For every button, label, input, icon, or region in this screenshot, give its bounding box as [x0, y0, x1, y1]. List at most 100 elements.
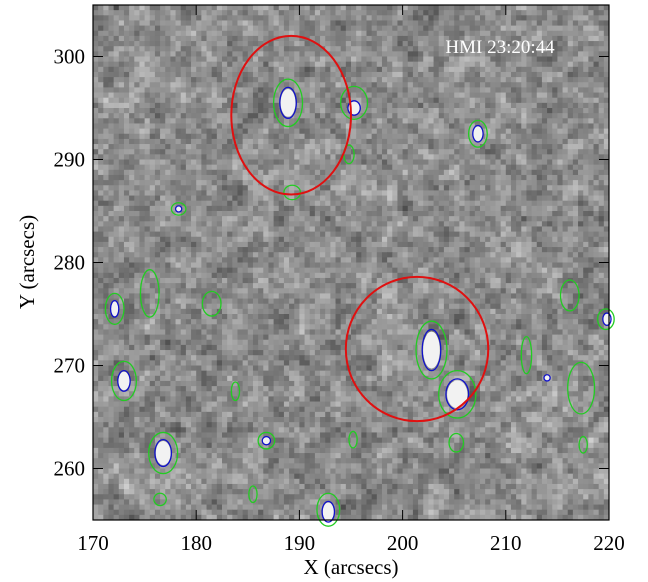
image-pixel	[557, 257, 563, 263]
image-pixel	[268, 231, 274, 238]
image-pixel	[216, 174, 223, 181]
image-pixel	[93, 51, 99, 57]
image-pixel	[191, 164, 197, 171]
image-pixel	[526, 51, 532, 57]
image-pixel	[175, 41, 182, 47]
image-pixel	[387, 56, 393, 63]
image-pixel	[588, 231, 594, 238]
image-pixel	[263, 221, 269, 227]
image-pixel	[567, 236, 574, 243]
image-pixel	[149, 257, 156, 263]
image-pixel	[309, 211, 316, 217]
image-pixel	[118, 195, 125, 202]
image-pixel	[392, 71, 398, 78]
image-pixel	[547, 46, 553, 52]
image-pixel	[304, 15, 311, 21]
image-pixel	[113, 25, 120, 32]
image-pixel	[583, 113, 589, 119]
image-pixel	[593, 185, 600, 191]
image-pixel	[273, 77, 280, 83]
image-pixel	[366, 10, 373, 16]
image-pixel	[366, 180, 373, 186]
image-pixel	[160, 113, 166, 119]
image-pixel	[325, 211, 331, 217]
image-pixel	[371, 46, 378, 52]
image-pixel	[154, 30, 161, 37]
image-pixel	[541, 128, 548, 135]
image-pixel	[351, 15, 357, 21]
image-pixel	[531, 133, 538, 140]
image-pixel	[443, 221, 450, 227]
image-pixel	[510, 113, 517, 119]
image-pixel	[449, 97, 455, 104]
image-pixel	[252, 205, 259, 212]
image-pixel	[289, 10, 295, 16]
image-pixel	[567, 226, 574, 232]
image-pixel	[351, 20, 357, 26]
image-pixel	[330, 159, 336, 166]
image-pixel	[407, 97, 414, 104]
image-pixel	[474, 154, 481, 160]
image-pixel	[412, 56, 419, 63]
image-pixel	[222, 247, 228, 253]
image-pixel	[283, 174, 290, 181]
image-pixel	[160, 149, 166, 155]
image-pixel	[325, 71, 331, 78]
image-pixel	[552, 257, 558, 263]
image-pixel	[371, 169, 378, 176]
image-pixel	[423, 205, 429, 212]
image-pixel	[139, 82, 145, 88]
image-pixel	[351, 159, 357, 166]
image-pixel	[129, 41, 135, 47]
image-pixel	[309, 185, 316, 191]
image-pixel	[485, 247, 491, 253]
image-pixel	[418, 195, 424, 202]
image-pixel	[464, 20, 471, 26]
image-pixel	[583, 20, 589, 26]
image-pixel	[170, 231, 176, 238]
image-pixel	[247, 149, 254, 155]
image-pixel	[588, 123, 594, 129]
image-pixel	[108, 5, 115, 11]
image-pixel	[552, 241, 558, 248]
image-pixel	[387, 241, 393, 248]
image-pixel	[485, 77, 491, 83]
image-pixel	[320, 20, 326, 26]
image-pixel	[185, 123, 192, 129]
image-pixel	[211, 241, 218, 248]
image-pixel	[247, 108, 254, 114]
image-pixel	[103, 77, 109, 83]
image-pixel	[423, 30, 429, 37]
image-pixel	[258, 56, 264, 63]
image-pixel	[247, 190, 254, 196]
image-pixel	[263, 216, 269, 222]
image-pixel	[340, 56, 347, 63]
image-pixel	[222, 231, 228, 238]
image-pixel	[340, 185, 347, 191]
image-pixel	[268, 97, 274, 104]
image-pixel	[165, 92, 171, 99]
image-pixel	[268, 15, 274, 21]
image-pixel	[428, 169, 434, 176]
image-pixel	[490, 164, 496, 171]
image-pixel	[283, 247, 290, 253]
image-pixel	[578, 66, 584, 73]
image-pixel	[593, 257, 600, 263]
image-pixel	[412, 195, 419, 202]
image-pixel	[191, 123, 197, 129]
image-pixel	[583, 10, 589, 16]
image-pixel	[418, 97, 424, 104]
image-pixel	[371, 226, 378, 232]
image-pixel	[103, 10, 109, 16]
image-pixel	[227, 241, 233, 248]
image-pixel	[459, 41, 465, 47]
image-pixel	[433, 25, 440, 32]
image-pixel	[103, 66, 109, 73]
image-pixel	[149, 82, 156, 88]
image-pixel	[572, 216, 579, 222]
image-pixel	[304, 51, 311, 57]
image-pixel	[351, 87, 357, 93]
image-pixel	[160, 15, 166, 21]
image-pixel	[490, 97, 496, 104]
image-pixel	[547, 205, 553, 212]
